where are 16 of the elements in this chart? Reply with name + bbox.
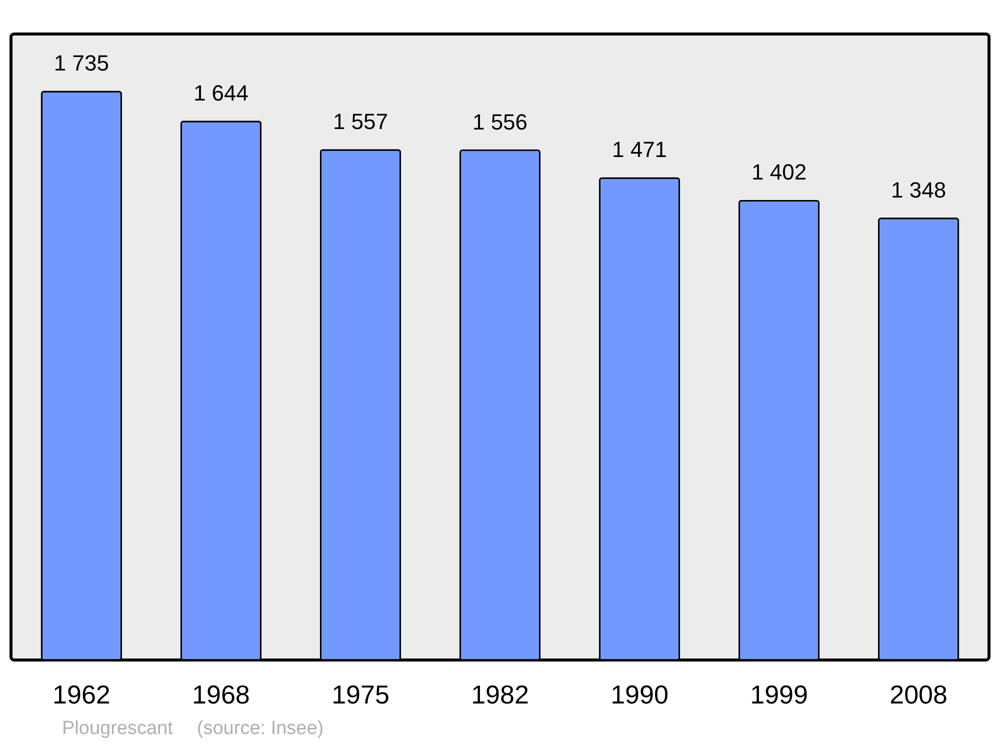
- data-label: 1 402: [752, 160, 807, 185]
- data-label: 1 735: [54, 50, 109, 76]
- x-tick-label: 1962: [52, 680, 110, 710]
- data-label: 1 557: [332, 108, 388, 134]
- x-tick-label: 1975: [332, 680, 390, 710]
- x-tick-label: 1968: [192, 680, 250, 710]
- data-label: 1 348: [891, 177, 946, 202]
- data-label: 1 644: [193, 80, 248, 106]
- x-tick-label: 1982: [471, 680, 529, 710]
- text: (source: Insee): [196, 718, 324, 739]
- text: Plougrescant: [62, 718, 173, 739]
- x-tick-label: 1990: [610, 680, 668, 710]
- data-label: 1 471: [612, 137, 668, 162]
- x-tick-label: 2008: [890, 680, 948, 710]
- x-tick-label: 1999: [750, 680, 808, 710]
- data-label: 1 556: [472, 109, 528, 134]
